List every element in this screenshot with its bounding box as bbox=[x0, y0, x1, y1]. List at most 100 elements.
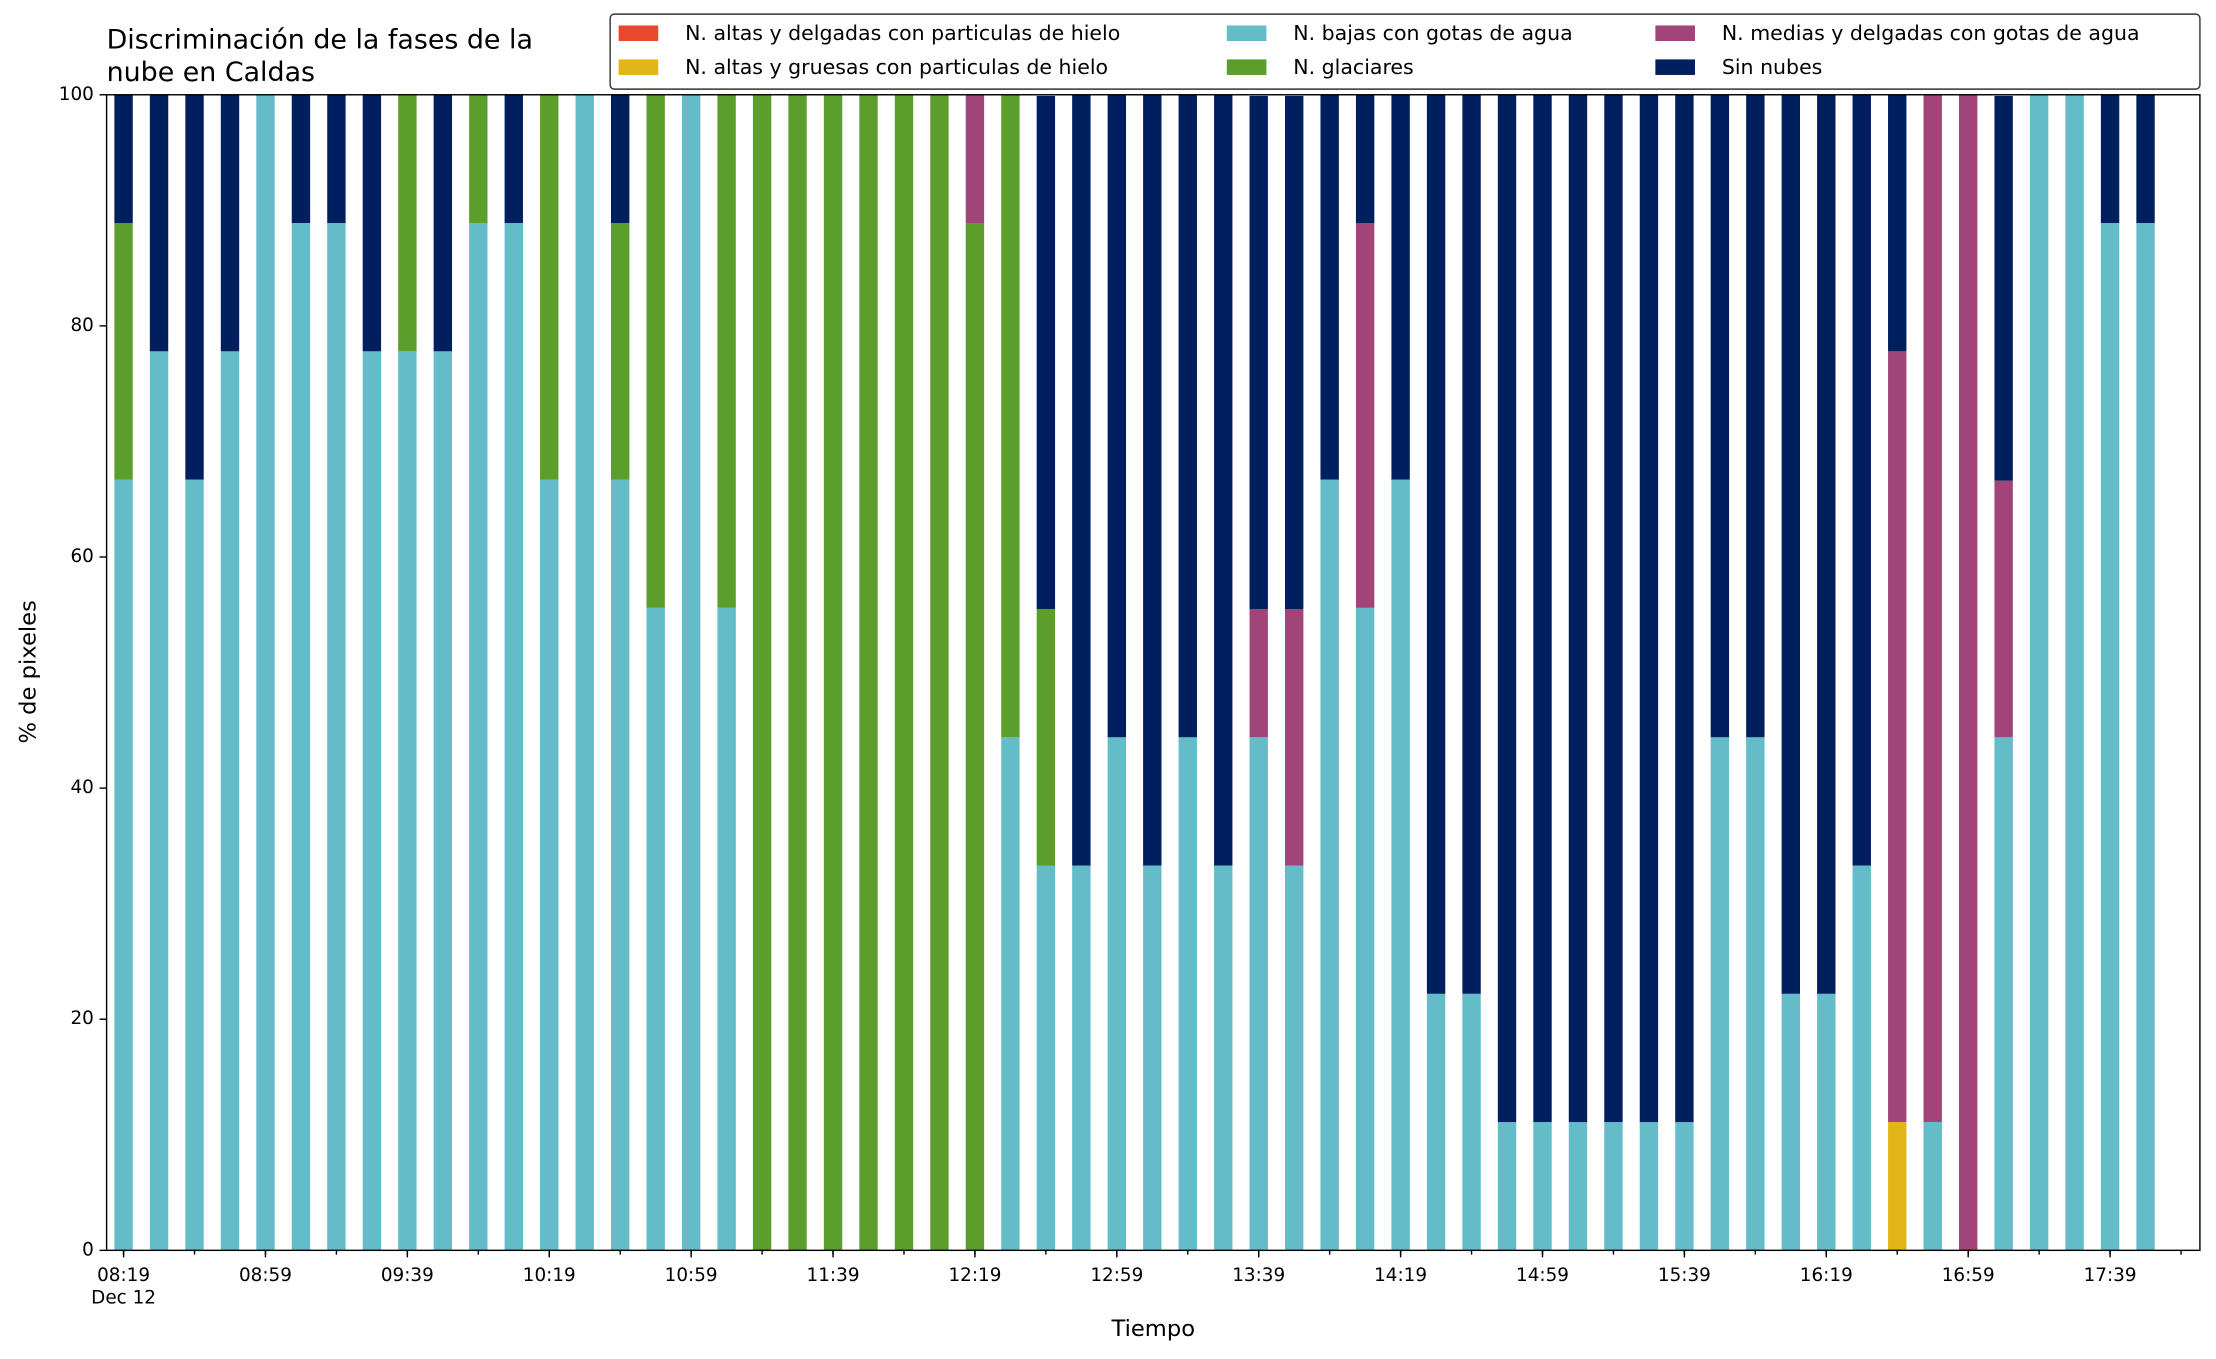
y-tick-label: 60 bbox=[70, 546, 93, 567]
bar-segment bbox=[823, 94, 843, 1251]
bar-segment bbox=[1036, 95, 1056, 609]
bar-segment bbox=[291, 94, 311, 224]
bar-segment bbox=[1746, 94, 1765, 738]
bar-segment bbox=[1426, 993, 1446, 1251]
bar-segment bbox=[1994, 95, 2013, 481]
bar-segment bbox=[1072, 94, 1091, 866]
bar-segment bbox=[2100, 223, 2120, 1251]
legend-label: N. bajas con gotas de agua bbox=[1293, 21, 1572, 45]
bar-segment bbox=[1355, 607, 1375, 1251]
bar-segment bbox=[1284, 95, 1304, 609]
bar-segment bbox=[1994, 737, 2013, 1251]
y-tick-label: 80 bbox=[70, 315, 93, 336]
bar-segment bbox=[327, 94, 346, 224]
plot-frame bbox=[105, 94, 2201, 1252]
bar-segment bbox=[362, 94, 382, 352]
bar-segment bbox=[1817, 993, 1836, 1251]
bar-segment bbox=[1249, 737, 1268, 1251]
bar-segment bbox=[1497, 1122, 1517, 1251]
bar-segment bbox=[1249, 95, 1268, 609]
bar-segment bbox=[2136, 94, 2155, 224]
bar-segment bbox=[1320, 479, 1339, 1251]
bar-segment bbox=[752, 94, 772, 1251]
bar-segment bbox=[504, 94, 523, 224]
bar-segment bbox=[1249, 608, 1268, 738]
bar-segment bbox=[469, 223, 488, 1251]
bar-segment bbox=[291, 223, 311, 1251]
x-tick-label: 10:59 bbox=[665, 1265, 718, 1286]
bar-segment bbox=[2029, 94, 2049, 1251]
bar-segment bbox=[433, 94, 453, 352]
bar-segment bbox=[1852, 94, 1871, 866]
legend-swatch bbox=[1655, 59, 1695, 75]
bar-segment bbox=[185, 479, 204, 1251]
bar-segment bbox=[1355, 94, 1375, 224]
bar-segment bbox=[717, 607, 736, 1251]
bar-segment bbox=[1107, 94, 1127, 738]
bar-segment bbox=[717, 94, 736, 608]
bar-segment bbox=[1462, 94, 1481, 994]
bar-segment bbox=[149, 351, 169, 1251]
bar-segment bbox=[646, 94, 665, 608]
bar-segment bbox=[1533, 94, 1552, 1123]
y-axis-label: % de pixeles bbox=[15, 600, 41, 743]
legend-swatch bbox=[1655, 25, 1695, 42]
x-tick-label: 08:19 bbox=[97, 1265, 150, 1286]
bar-segment bbox=[1675, 1122, 1694, 1251]
legend-box bbox=[609, 13, 2201, 90]
x-sublabel: Dec 12 bbox=[91, 1287, 156, 1308]
bar-segment bbox=[1781, 94, 1801, 994]
legend-label: N. altas y gruesas con particulas de hie… bbox=[685, 55, 1108, 79]
x-tick-label: 10:19 bbox=[523, 1265, 576, 1286]
bar-segment bbox=[185, 94, 204, 480]
bar-segment bbox=[930, 94, 949, 1251]
bar-segment bbox=[1001, 94, 1020, 738]
y-tick-label: 100 bbox=[59, 84, 94, 105]
bar-segment bbox=[859, 94, 878, 1251]
bar-segment bbox=[1036, 865, 1056, 1251]
bar-segment bbox=[1391, 479, 1410, 1251]
y-tick-label: 0 bbox=[82, 1239, 94, 1260]
x-tick-label: 14:19 bbox=[1374, 1265, 1427, 1286]
bar-segment bbox=[433, 351, 453, 1251]
bar-segment bbox=[965, 223, 985, 1251]
bar-segment bbox=[114, 479, 133, 1251]
bar-segment bbox=[1639, 94, 1659, 1123]
legend-swatch bbox=[1226, 25, 1267, 42]
x-tick-label: 17:39 bbox=[2084, 1265, 2137, 1286]
bar-segment bbox=[220, 351, 240, 1251]
bar-segment bbox=[681, 94, 701, 1251]
legend-label: N. altas y delgadas con particulas de hi… bbox=[685, 21, 1120, 45]
bar-segment bbox=[611, 223, 630, 480]
bar-segment bbox=[1072, 865, 1091, 1251]
x-tick-label: 12:19 bbox=[948, 1265, 1001, 1286]
x-tick-label: 08:59 bbox=[239, 1265, 292, 1286]
bar-segment bbox=[114, 223, 133, 480]
bar-segment bbox=[2065, 94, 2084, 1251]
x-tick-label: 11:39 bbox=[807, 1265, 860, 1286]
bar-segment bbox=[1284, 608, 1304, 866]
legend-label: Sin nubes bbox=[1722, 55, 1823, 79]
bar-segment bbox=[1143, 865, 1162, 1251]
bar-segment bbox=[1639, 1122, 1659, 1251]
bar-segment bbox=[1568, 94, 1588, 1123]
bar-segment bbox=[1143, 94, 1162, 866]
bar-segment bbox=[1710, 737, 1730, 1251]
bar-segment bbox=[2136, 223, 2155, 1251]
bar-segment bbox=[611, 94, 630, 224]
bar-segment bbox=[1923, 94, 1942, 1123]
x-axis-label: Tiempo bbox=[1110, 1316, 1195, 1342]
bar-segment bbox=[149, 94, 169, 352]
bar-segment bbox=[1817, 94, 1836, 994]
bar-segment bbox=[398, 351, 417, 1251]
bar-segment bbox=[114, 94, 133, 224]
bar-segment bbox=[1178, 94, 1197, 738]
legend-label: N. glaciares bbox=[1293, 55, 1413, 79]
bar-segment bbox=[469, 94, 488, 224]
bar-segment bbox=[575, 94, 594, 1251]
bar-segment bbox=[1355, 223, 1375, 608]
bar-segment bbox=[1781, 993, 1801, 1251]
bar-segment bbox=[1852, 865, 1871, 1251]
bar-segment bbox=[1710, 94, 1730, 738]
y-tick-label: 40 bbox=[70, 777, 93, 798]
